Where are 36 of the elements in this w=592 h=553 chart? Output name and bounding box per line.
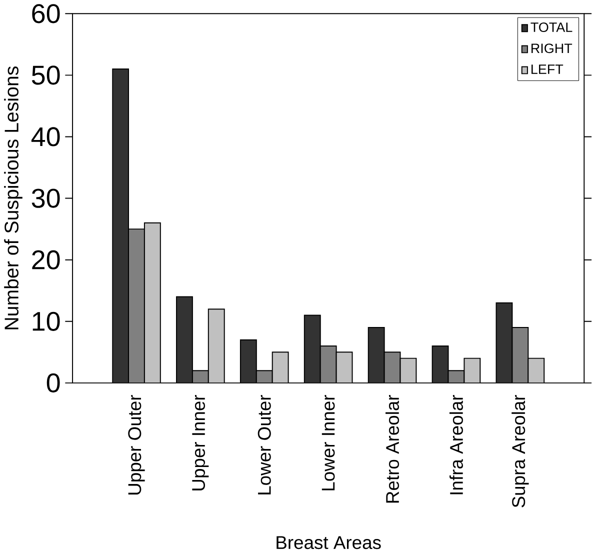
y-tick-label: 30 [32, 188, 60, 208]
y-tick-label: 20 [32, 250, 60, 270]
bar [176, 296, 193, 383]
y-tick-label: 40 [31, 127, 60, 146]
bar [512, 326, 529, 383]
bar [368, 327, 384, 383]
x-tick-label: Lower Outer [258, 394, 271, 494]
y-tick-label: 0 [46, 373, 60, 392]
y-tick-label: 10 [32, 312, 60, 331]
legend-label: TOTAL [530, 22, 572, 32]
y-tick-label: 50 [32, 66, 60, 85]
x-tick-label: Upper Inner [192, 394, 209, 490]
x-tick-label: Supra Areolar [512, 394, 529, 508]
bar [384, 352, 400, 383]
bar [240, 339, 257, 383]
x-axis-title: Breast Areas [276, 536, 381, 549]
x-tick-label: Lower Inner [322, 394, 335, 490]
bar [112, 68, 129, 383]
x-tick-label: Upper Outer [128, 394, 145, 494]
bar [304, 314, 321, 383]
x-tick-label: Retro Areolar [386, 394, 400, 502]
bar [320, 345, 337, 383]
bar [528, 358, 545, 383]
bar [432, 345, 449, 383]
bar [208, 308, 225, 383]
bar [144, 222, 161, 383]
y-axis-title: Number of Suspicious Lesions [4, 66, 22, 330]
y-tick-label: 60 [32, 4, 60, 24]
legend-label: RIGHT [532, 44, 572, 54]
x-tick-label: Infra Areolar [449, 394, 463, 494]
bar [496, 302, 513, 383]
bar [272, 352, 289, 383]
bar [128, 228, 145, 383]
bar [336, 352, 353, 383]
bar [464, 358, 481, 383]
legend-label: LEFT [532, 64, 564, 74]
